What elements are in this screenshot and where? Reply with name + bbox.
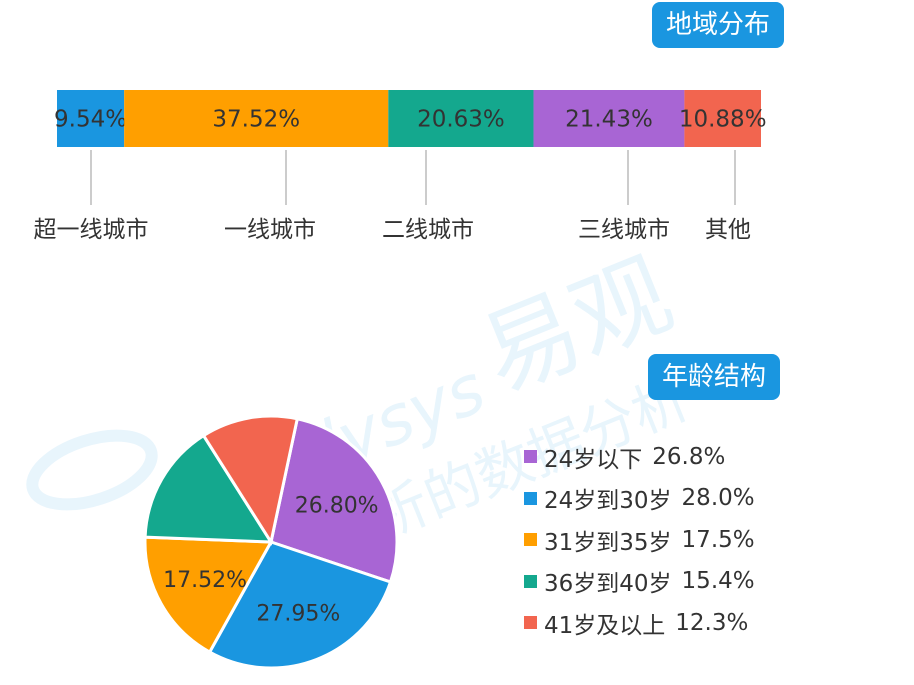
region-bar-segment [533, 90, 685, 147]
legend-swatch [524, 533, 537, 547]
age-pie-value-label: 27.95% [256, 601, 340, 626]
legend-label: 24岁以下 [544, 446, 643, 473]
age-pie-slice [143, 433, 274, 544]
region-bar-value-label: 21.43% [565, 107, 653, 133]
legend-swatch [524, 450, 537, 464]
legend-label: 36岁到40岁 [544, 571, 672, 598]
region-category-label: 三线城市 [578, 217, 670, 243]
age-legend-item: 24岁以下 26.8% [524, 436, 894, 478]
legend-label: 24岁到30岁 [544, 488, 672, 515]
region-category-label: 超一线城市 [34, 217, 149, 243]
legend-label: 31岁到35岁 [544, 529, 672, 556]
legend-value: 12.3% [675, 609, 749, 636]
legend-label: 41岁及以上 [544, 612, 666, 639]
region-category-label: 一线城市 [224, 217, 316, 243]
legend-swatch [524, 616, 537, 630]
age-legend-item: 24岁到30岁 28.0% [524, 478, 894, 520]
region-stacked-bar-chart: 9.54% 37.52% 20.63% 21.43% 10.88% 超一线城市 一线城市 二线… [34, 90, 767, 243]
legend-value: 26.8% [652, 443, 726, 470]
legend-value: 17.5% [681, 526, 755, 553]
age-legend: 24岁以下 26.8% 24岁到30岁 28.0% 31岁到35岁 17.5% 36岁到40… [524, 436, 894, 644]
region-title-badge: 地域分布 [652, 2, 785, 48]
legend-swatch [524, 491, 537, 505]
region-bar-segment [124, 90, 389, 147]
legend-value: 15.4% [681, 568, 755, 595]
age-pie-value-label: 26.80% [295, 494, 379, 519]
age-pie-slice [269, 416, 399, 584]
age-pie-value-label: 17.52% [163, 568, 247, 593]
age-pie-slice [143, 535, 274, 655]
legend-value: 28.0% [681, 485, 755, 512]
region-bar-segment [388, 90, 534, 147]
region-bar-segment [57, 90, 125, 147]
region-category-label: 其他 [705, 217, 751, 243]
region-bar-value-label: 20.63% [417, 107, 505, 133]
region-category-label: 二线城市 [382, 217, 474, 243]
age-pie-slice [201, 414, 300, 546]
age-legend-item: 31岁到35岁 17.5% [524, 519, 894, 561]
region-bar-value-label: 10.88% [679, 107, 767, 133]
age-legend-item: 36岁到40岁 15.4% [524, 561, 894, 603]
age-title-badge: 年龄结构 [648, 354, 781, 400]
region-bar-value-label: 37.52% [212, 107, 300, 133]
region-bar-segment [684, 90, 761, 147]
age-legend-item: 41岁及以上 12.3% [524, 602, 894, 644]
region-bar-value-label: 9.54% [54, 107, 127, 133]
legend-swatch [524, 574, 537, 588]
